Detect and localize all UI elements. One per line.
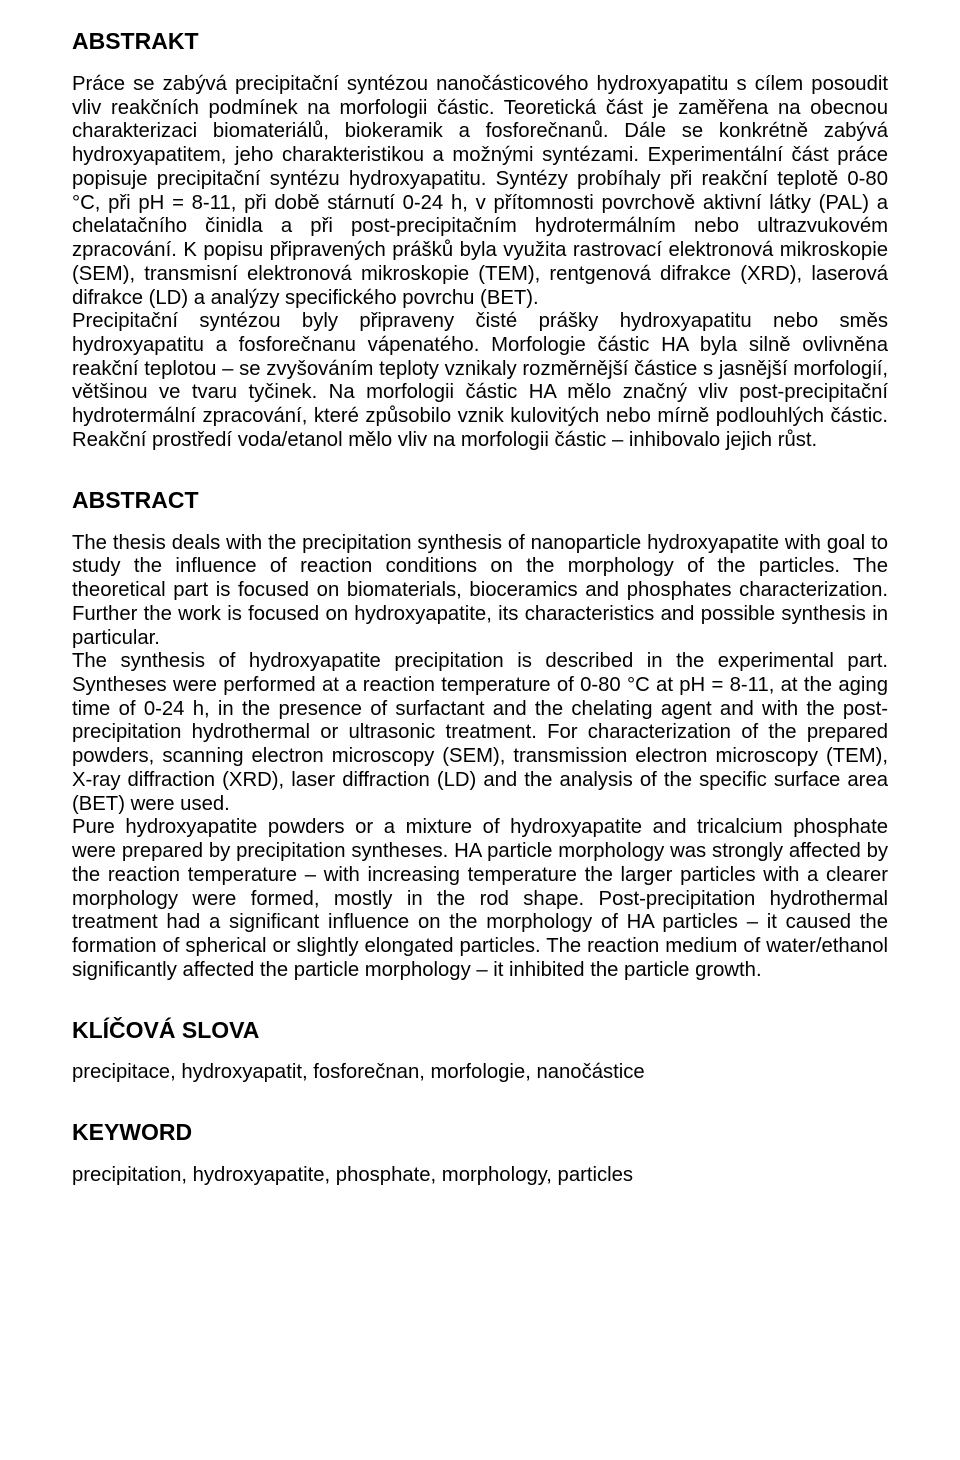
abstrakt-paragraph-1: Práce se zabývá precipitační syntézou na… [72,73,888,310]
heading-abstrakt: ABSTRAKT [72,28,888,55]
heading-keyword: KEYWORD [72,1119,888,1146]
heading-abstract: ABSTRACT [72,487,888,514]
klicova-slova-text: precipitace, hydroxyapatit, fosforečnan,… [72,1061,888,1085]
abstract-paragraph-1: The thesis deals with the precipitation … [72,532,888,651]
abstract-paragraph-3: Pure hydroxyapatite powders or a mixture… [72,816,888,982]
abstract-paragraph-2: The synthesis of hydroxyapatite precipit… [72,650,888,816]
abstrakt-paragraph-2: Precipitační syntézou byly připraveny či… [72,310,888,452]
keyword-text: precipitation, hydroxyapatite, phosphate… [72,1164,888,1188]
heading-klicova-slova: KLÍČOVÁ SLOVA [72,1017,888,1044]
